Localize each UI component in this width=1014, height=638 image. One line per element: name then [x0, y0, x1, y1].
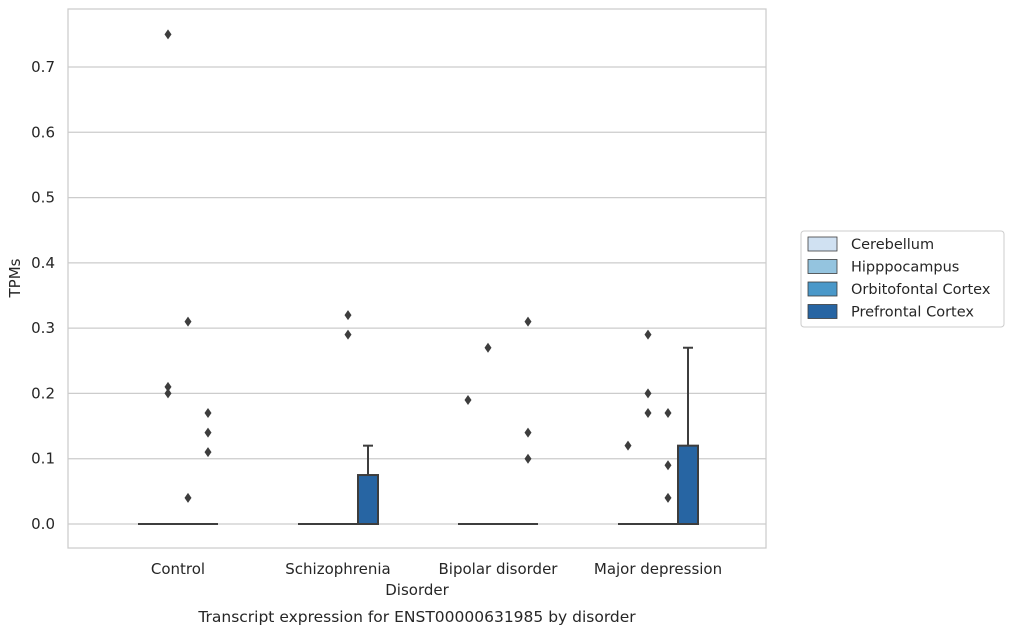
legend-swatch: [807, 304, 838, 319]
legend: Cerebellum Hipppocampus Orbitofontal Corte…: [800, 230, 1005, 328]
legend-frame: [800, 230, 1005, 328]
outlier-point: [184, 492, 192, 503]
x-tick-label: Control: [151, 560, 205, 578]
outlier-point: [524, 453, 532, 464]
legend-label: Orbitofontal Cortex: [851, 282, 991, 298]
y-tick-label: 0.1: [31, 450, 55, 468]
outlier-point: [164, 381, 172, 392]
outlier-point: [644, 388, 652, 399]
legend-label: Prefrontal Cortex: [851, 305, 974, 321]
y-tick-labels: 0.0 0.1 0.2 0.3 0.4 0.5 0.6 0.7: [31, 58, 55, 533]
x-axis-label: Disorder: [385, 581, 449, 599]
outlier-point: [624, 440, 632, 451]
legend-label: Cerebellum: [851, 237, 934, 253]
outlier-point: [204, 427, 212, 438]
outlier-points: [164, 29, 672, 503]
y-tick-label: 0.6: [31, 123, 55, 141]
box-schizophrenia-3: [357, 444, 379, 525]
x-tick-label: Major depression: [594, 560, 722, 578]
outlier-point: [524, 427, 532, 438]
legend-swatch: [807, 259, 838, 274]
outlier-point: [204, 408, 212, 419]
outlier-point: [484, 342, 492, 353]
box-plots: [138, 346, 699, 525]
plot-area-frame: [67, 8, 767, 549]
legend-swatch: [807, 281, 838, 297]
y-tick-label: 0.4: [31, 254, 55, 272]
y-tick-label: 0.3: [31, 319, 55, 337]
outlier-point: [644, 329, 652, 340]
box-body: [357, 474, 379, 525]
outlier-point: [184, 316, 192, 327]
x-tick-label: Bipolar disorder: [439, 560, 559, 578]
y-tick-label: 0.2: [31, 384, 55, 402]
y-axis-label: TPMs: [6, 258, 24, 298]
outlier-point: [464, 394, 472, 405]
outlier-point: [344, 329, 352, 340]
y-tick-label: 0.0: [31, 515, 55, 533]
outlier-point: [204, 447, 212, 458]
legend-swatch: [807, 236, 838, 252]
outlier-point: [664, 460, 672, 471]
outlier-point: [664, 492, 672, 503]
box-body: [677, 444, 699, 525]
outlier-point: [524, 316, 532, 327]
legend-label: Hipppocampus: [851, 260, 959, 276]
x-tick-label: Schizophrenia: [285, 560, 390, 578]
y-tick-label: 0.5: [31, 189, 55, 207]
outlier-point: [164, 29, 172, 40]
outlier-point: [164, 388, 172, 399]
outlier-point: [344, 310, 352, 321]
x-tick-labels: Control Schizophrenia Bipolar disorder Majo…: [151, 560, 722, 578]
figure-caption: Transcript expression for ENST0000063198…: [197, 608, 636, 626]
y-tick-label: 0.7: [31, 58, 55, 76]
outlier-point: [644, 408, 652, 419]
box-major-depression-3: [677, 346, 699, 525]
outlier-point: [664, 408, 672, 419]
